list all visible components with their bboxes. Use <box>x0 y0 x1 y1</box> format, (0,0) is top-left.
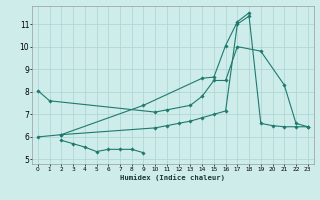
X-axis label: Humidex (Indice chaleur): Humidex (Indice chaleur) <box>120 174 225 181</box>
